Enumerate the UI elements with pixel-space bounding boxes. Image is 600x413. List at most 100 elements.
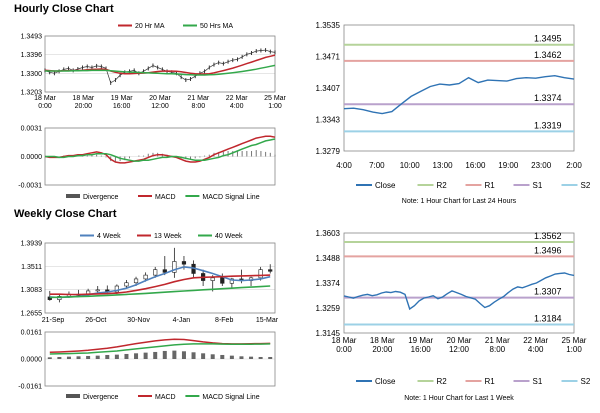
weekly-macd-legend-swatch-0 [66, 394, 80, 398]
hourly-price-ytick-label-3: 1.3203 [21, 90, 43, 97]
weekly-candle-body-7 [114, 285, 119, 293]
weekly-price-ytick-label-1: 1.3511 [21, 264, 42, 271]
weekly-macd-ytick-label-1: 0.0000 [21, 357, 43, 364]
hourly-pivot-legend-label-1: R2 [437, 181, 448, 190]
weekly-price-xtick-label-0: 21-Sep [42, 317, 65, 324]
hourly-macd-legend-swatch-0 [66, 194, 80, 198]
weekly-candle-body-22 [258, 269, 263, 279]
weekly-candle-body-11 [153, 269, 158, 276]
weekly-macd-divergence-bar-22 [258, 356, 263, 359]
weekly-macd-divergence-bar-5 [95, 355, 100, 359]
weekly-macd-divergence-bar-14 [181, 351, 186, 359]
hourly-macd-legend-label-1: MACD [155, 194, 176, 201]
weekly-candle-body-19 [229, 278, 234, 284]
weekly-pivot-xtick-sublabel-4: 8:00 [490, 345, 506, 354]
weekly-macd-ytick-label-2: -0.0161 [18, 384, 42, 391]
weekly-macd-divergence-bar-0 [47, 357, 52, 359]
hourly-pivot-xtick-label-4: 16:00 [465, 161, 486, 170]
weekly-pivot-level-label-r2: 1.3562 [534, 231, 562, 241]
weekly-macd-divergence-bar-1 [57, 356, 62, 359]
hourly-pivot-plot-frame [343, 24, 575, 152]
weekly-price-xtick-label-4: 8-Feb [215, 317, 233, 324]
hourly-price-xtick-label-3: 20 Mar [149, 95, 171, 102]
weekly-macd-divergence-bar-11 [153, 351, 158, 359]
weekly-pivot-legend-label-3: S1 [533, 377, 543, 386]
weekly-macd-signal-line [49, 343, 271, 355]
weekly-candle-body-17 [210, 277, 215, 281]
weekly-pivot-legend-label-0: Close [375, 377, 396, 386]
hourly-macd-macd-line [44, 135, 276, 164]
weekly-price-xtick-label-3: 4-Jan [173, 317, 191, 324]
weekly-macd-divergence-bar-9 [134, 353, 139, 359]
weekly-price-ma40-line [49, 285, 271, 299]
hourly-macd-legend-label-0: Divergence [83, 194, 119, 201]
weekly-macd-divergence-bar-3 [76, 356, 81, 359]
weekly-pivot-xtick-label-4: 21 Mar [485, 336, 510, 345]
weekly-pivot-xtick-sublabel-6: 1:00 [566, 345, 582, 354]
weekly-pivot-xtick-sublabel-2: 16:00 [411, 345, 432, 354]
hourly-pivot-xtick-label-0: 4:00 [336, 161, 352, 170]
hourly-pivot-ytick-label-3: 1.3343 [316, 116, 341, 125]
weekly-macd-divergence-bar-15 [191, 352, 196, 359]
weekly-macd-legend-label-2: MACD Signal Line [202, 394, 259, 401]
weekly-pivot-ytick-label-2: 1.3374 [316, 279, 341, 288]
hourly-chart-title: Hourly Close Chart [14, 3, 114, 15]
weekly-candle-body-13 [172, 261, 177, 273]
hourly-pivot-xtick-label-3: 13:00 [433, 161, 454, 170]
weekly-pivot-xtick-sublabel-1: 20:00 [372, 345, 393, 354]
weekly-macd-divergence-bar-20 [239, 356, 244, 359]
weekly-pivot-ytick-label-4: 1.3145 [316, 329, 341, 338]
weekly-macd-divergence-bar-4 [86, 355, 91, 359]
weekly-price-ytick-label-0: 1.3939 [21, 241, 43, 248]
weekly-price-legend-label-0: 4 Week [97, 233, 121, 240]
hourly-price-xtick-label-0: 18 Mar [34, 95, 56, 102]
weekly-pivot-level-label-s2: 1.3184 [534, 313, 562, 323]
weekly-candle-body-14 [181, 261, 187, 265]
hourly-pivot-xtick-label-6: 23:00 [531, 161, 552, 170]
hourly-macd-ytick-label-2: -0.0031 [18, 183, 42, 190]
hourly-price-legend-label-0: 20 Hr MA [135, 23, 165, 30]
hourly-pivot-legend-label-2: R1 [485, 181, 496, 190]
weekly-pivot-xtick-label-0: 18 Mar [332, 336, 357, 345]
weekly-pivot-xtick-sublabel-3: 12:00 [449, 345, 470, 354]
hourly-price-close-line [44, 49, 276, 84]
weekly-price-plot-frame [44, 242, 276, 314]
hourly-macd-signal-line [45, 138, 276, 162]
weekly-pivot-ytick-label-0: 1.3603 [316, 229, 341, 238]
weekly-pivot-plot-frame [343, 232, 575, 334]
hourly-price-xtick-sublabel-4: 8:00 [192, 103, 206, 110]
weekly-macd-divergence-bar-23 [268, 356, 273, 359]
hourly-price-xtick-label-1: 18 Mar [72, 95, 94, 102]
weekly-candle-body-12 [162, 269, 167, 273]
hourly-pivot-xtick-label-7: 2:00 [566, 161, 582, 170]
weekly-macd-legend-label-1: MACD [155, 394, 176, 401]
hourly-pivot-ytick-label-2: 1.3407 [316, 84, 341, 93]
weekly-pivot-xtick-label-1: 18 Mar [370, 336, 395, 345]
hourly-price-legend-label-1: 50 Hrs MA [200, 23, 233, 30]
hourly-price-xtick-sublabel-6: 1:00 [268, 103, 282, 110]
weekly-candle-body-10 [143, 274, 148, 280]
weekly-pivot-ytick-label-3: 1.3259 [316, 304, 341, 313]
hourly-pivot-close-line [343, 74, 575, 115]
weekly-candle-body-18 [220, 277, 225, 284]
weekly-pivot-ytick-label-1: 1.3488 [316, 254, 341, 263]
weekly-macd-divergence-bar-21 [249, 356, 254, 359]
weekly-price-xtick-label-2: 30-Nov [127, 317, 150, 324]
hourly-pivot-legend-label-4: S2 [581, 181, 591, 190]
hourly-pivot-ytick-label-1: 1.3471 [316, 53, 341, 62]
weekly-macd-divergence-bar-8 [124, 353, 129, 359]
weekly-pivot-xtick-sublabel-0: 0:00 [336, 345, 352, 354]
hourly-macd-legend-label-2: MACD Signal Line [202, 194, 259, 201]
hourly-pivot-note: Note: 1 Hour Chart for Last 24 Hours [402, 198, 517, 205]
weekly-pivot-close-line [343, 272, 575, 311]
weekly-macd-divergence-bar-13 [172, 350, 177, 359]
weekly-candle-body-5 [95, 289, 100, 292]
weekly-macd-plot-frame [44, 331, 276, 387]
weekly-pivot-note: Note: 1 Hour Chart for Last 1 Week [404, 395, 514, 402]
weekly-candle-body-8 [124, 282, 129, 287]
weekly-macd-ytick-label-0: 0.0161 [21, 330, 43, 337]
weekly-price-legend-label-1: 13 Week [154, 233, 182, 240]
weekly-candle-body-9 [133, 278, 139, 284]
weekly-pivot-xtick-sublabel-5: 4:00 [528, 345, 544, 354]
